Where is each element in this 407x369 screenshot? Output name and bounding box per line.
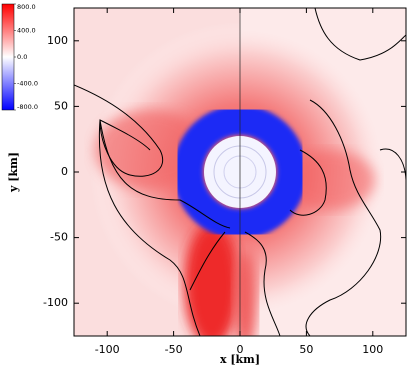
x-tick-label: 50 [299, 343, 313, 356]
x-tick-label: 100 [362, 343, 383, 356]
y-tick-label: 100 [47, 34, 68, 47]
x-tick-label: 0 [237, 343, 244, 356]
colorbar-tick-label: -400.0 [17, 80, 38, 88]
colorbar-tick-label: 400.0 [17, 27, 36, 35]
x-tick-label: -100 [95, 343, 120, 356]
colorbar-tick-label: 800.0 [17, 3, 36, 11]
x-axis-label: x [km] [220, 353, 260, 366]
x-tick-label: -50 [165, 343, 183, 356]
colorbar [1, 3, 15, 111]
field-image [74, 8, 406, 336]
colorbar-tick-label: 0.0 [17, 53, 27, 61]
y-tick-label: -100 [43, 296, 68, 309]
colorbar-tick-label: -800.0 [17, 103, 38, 111]
y-tick-label: 50 [54, 99, 68, 112]
y-tick-label: -50 [50, 231, 68, 244]
y-tick-label: 0 [61, 165, 68, 178]
y-axis-label: y [km] [7, 152, 20, 193]
